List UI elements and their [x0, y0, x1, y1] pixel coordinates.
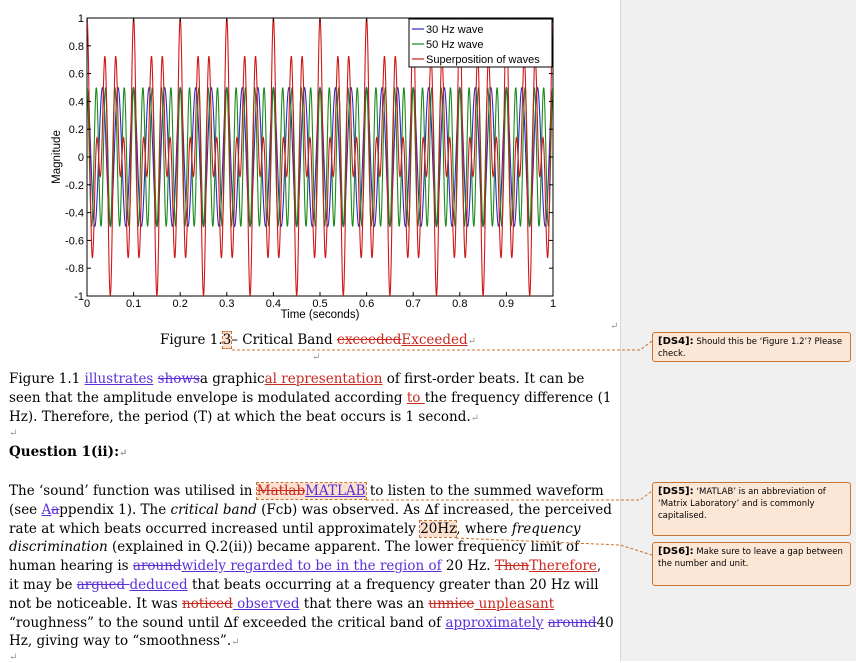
inserted-text: illustrates — [84, 371, 154, 387]
inserted-text: A — [41, 501, 52, 518]
caption-deleted-text: exceeded — [336, 332, 402, 348]
paragraph-mark: ↵ — [470, 412, 480, 424]
y-tick-label: -1 — [74, 291, 84, 303]
text-run: (Fcb) was observed. As ∆f increased, the… — [9, 501, 612, 537]
series-group — [87, 18, 553, 296]
text-run: “roughness” — [9, 614, 94, 631]
comment-tag: [DS4]: — [658, 336, 694, 347]
text-run: ppendix 1). The — [59, 501, 171, 518]
y-tick-label: 1 — [78, 13, 84, 25]
y-tick-label: -0.4 — [65, 208, 84, 220]
comment-text: Make sure to leave a gap between the num… — [658, 547, 843, 569]
y-tick-label: -0.8 — [65, 263, 84, 275]
text-run: 20 Hz. — [441, 558, 495, 575]
paragraph-mark: ↵ — [119, 448, 128, 459]
inserted-text: al representation — [264, 371, 383, 387]
legend-box — [408, 18, 553, 68]
series-line-2 — [87, 87, 553, 227]
x-tick-label: 0.1 — [126, 298, 141, 310]
deleted-text: unnice — [428, 595, 475, 612]
x-axis-label: Time (seconds) — [281, 309, 360, 321]
comment-ds6[interactable]: [DS6]: Make sure to leave a gap between … — [652, 542, 851, 586]
deleted-text: around — [547, 614, 597, 631]
paragraph-mark: ↵ — [610, 321, 619, 332]
y-tick-label: 0.4 — [69, 96, 84, 108]
text-run: 40 Hz, giving way to “smoothness”. — [9, 614, 614, 650]
comment-ds5[interactable]: [DS5]: ‘MATLAB’ is an abbreviation of ‘M… — [652, 482, 851, 536]
inserted-text: to — [406, 389, 425, 406]
x-tick-label: 0.8 — [452, 298, 467, 310]
text-run: of first — [382, 371, 432, 387]
deleted-text: argued — [76, 576, 130, 593]
x-tick-label: 0.4 — [266, 298, 281, 310]
x-tick-label: 0 — [84, 298, 90, 310]
heading-text: Question 1(ii): — [9, 444, 120, 460]
paragraph-mark: ↵ — [9, 428, 18, 439]
inserted-text: Therefore — [529, 558, 597, 575]
y-tick-label: 0.2 — [69, 124, 84, 136]
y-tick-label: 0 — [78, 152, 84, 164]
legend-label-1: 30 Hz wave — [426, 24, 483, 36]
x-tick-label: 1 — [550, 298, 556, 310]
comment-ds4[interactable]: [DS4]: Should this be ‘Figure 1.2’? Plea… — [652, 332, 851, 362]
legend-label-2: 50 Hz wave — [426, 39, 483, 51]
text-run: -order beats. It can be seen that the am… — [9, 371, 585, 406]
comment-text: ‘MATLAB’ is an abbreviation of ‘Matrix L… — [658, 487, 826, 521]
x-tick-label: 0.7 — [406, 298, 421, 310]
deleted-text: shows — [157, 371, 200, 387]
beats-chart: 0 0.1 0.2 0.3 0.4 0.5 0.6 0.7 0.8 0.9 1 -1 -0.8 -0.6 -… — [51, 13, 556, 321]
inserted-text: unpleasant — [474, 595, 555, 612]
text-run: the frequency difference (1 Hz). Therefo… — [9, 389, 612, 425]
deleted-text: a — [51, 501, 60, 518]
inserted-text: observed — [232, 595, 300, 612]
series-line-3 — [87, 18, 553, 296]
italic-term: frequency discrimination — [9, 520, 581, 556]
paragraph-mark: ↵ — [467, 336, 477, 347]
text-run: that beats occurring at a frequency grea… — [9, 576, 599, 612]
paragraph-mark: ↵ — [9, 652, 18, 663]
paragraph-question-answer[interactable]: The ‘sound’ function was utilised in Mat… — [9, 482, 615, 653]
text-run: that there was an — [299, 595, 429, 612]
figure-caption[interactable]: Figure 1.13– Critical Band exceededExcee… — [160, 331, 477, 349]
text-run: a graphic — [199, 371, 265, 387]
y-axis-label: Magnitude — [51, 130, 63, 184]
inserted-text: deduced — [129, 576, 188, 593]
caption-prefix: Figure 1. — [160, 332, 223, 348]
x-tick-label: 0.9 — [499, 298, 514, 310]
text-run: , where — [456, 520, 512, 537]
paragraph-mark: ↵ — [312, 352, 321, 363]
deleted-text: Matlab — [256, 483, 306, 499]
inserted-text: widely regarded to be in the region of — [181, 558, 442, 575]
y-tick-label: 0.8 — [69, 41, 84, 53]
comment-tag: [DS6]: — [658, 546, 694, 557]
paragraph-figure-description[interactable]: Figure 1.1 illustrates showsa graphical … — [9, 370, 615, 428]
text-run: The ‘sound’ function was utilised in — [9, 483, 257, 499]
deleted-text: Then — [494, 558, 530, 575]
x-tick-label: 0.5 — [312, 298, 327, 310]
caption-number-inserted[interactable]: 3 — [221, 331, 233, 349]
x-tick-label: 0.6 — [359, 298, 374, 310]
paragraph-mark: ↵ — [231, 637, 240, 649]
text-run: to the sound until ∆f exceeded the criti… — [93, 614, 446, 631]
italic-term: critical band — [170, 501, 257, 518]
document-page: 0 0.1 0.2 0.3 0.4 0.5 0.6 0.7 0.8 0.9 1 -1 -0.8 -0.6 -… — [9, 13, 615, 653]
text-run: , it may be — [9, 558, 602, 593]
question-heading[interactable]: Question 1(ii):↵ — [9, 444, 127, 460]
legend-label-3: Superposition of waves — [426, 54, 540, 66]
comment-text: Should this be ‘Figure 1.2’? Please chec… — [658, 337, 843, 359]
comment-tag: [DS5]: — [658, 486, 694, 497]
text-run: Figure 1.1 — [9, 371, 85, 387]
inserted-text: approximately — [445, 614, 544, 631]
x-tick-label: 0.3 — [219, 298, 234, 310]
deleted-text: around — [132, 558, 182, 575]
caption-inserted-text: Exceeded — [401, 332, 468, 348]
y-tick-label: -0.2 — [65, 180, 84, 192]
deleted-text: noticed — [182, 595, 233, 612]
x-tick-label: 0.2 — [173, 298, 188, 310]
y-tick-label: -0.6 — [65, 235, 84, 247]
caption-dash: – Critical Band — [231, 332, 337, 348]
inserted-text: MATLAB — [305, 483, 366, 499]
y-tick-label: 0.6 — [69, 69, 84, 81]
commented-text[interactable]: 20Hz — [419, 519, 458, 538]
